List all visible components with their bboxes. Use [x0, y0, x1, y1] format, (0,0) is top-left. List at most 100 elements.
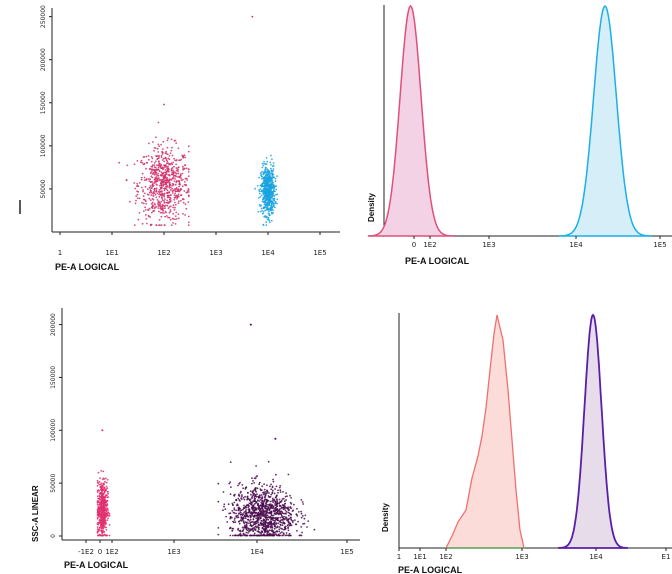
x-axis-title: PE-A LOGICAL: [64, 560, 129, 570]
data-point: [96, 479, 99, 482]
data-point: [263, 483, 265, 485]
data-point: [170, 167, 173, 170]
data-point: [252, 514, 254, 517]
data-point: [262, 504, 265, 507]
data-point: [240, 516, 243, 518]
data-point: [261, 507, 263, 510]
data-point: [145, 161, 148, 164]
data-point: [259, 516, 262, 519]
data-point: [170, 224, 173, 227]
data-point: [108, 512, 111, 515]
data-point: [183, 164, 186, 167]
data-point: [238, 522, 241, 525]
data-point: [223, 503, 226, 506]
data-point: [270, 493, 273, 496]
data-point: [169, 196, 172, 199]
data-point: [171, 146, 173, 149]
data-point: [297, 520, 299, 523]
data-point: [173, 208, 176, 211]
data-point: [261, 162, 264, 165]
data-point: [97, 471, 100, 474]
data-point: [177, 170, 179, 173]
data-point: [163, 176, 166, 179]
data-point: [149, 178, 152, 181]
data-point: [174, 206, 176, 209]
data-point: [168, 211, 171, 214]
data-point: [129, 200, 131, 203]
data-point: [281, 516, 284, 519]
data-point: [102, 534, 105, 537]
data-point: [177, 166, 180, 169]
data-point: [150, 160, 153, 163]
data-point: [103, 517, 105, 519]
data-point: [153, 192, 156, 195]
data-point: [290, 518, 292, 521]
data-point: [281, 534, 283, 537]
data-point: [184, 177, 187, 180]
data-point: [266, 171, 269, 173]
data-point: [269, 485, 271, 488]
data-point: [276, 499, 278, 501]
data-point: [98, 527, 101, 529]
data-point: [161, 208, 163, 210]
data-point: [157, 166, 160, 169]
data-point: [250, 493, 252, 496]
data-point: [171, 154, 174, 157]
data-point: [155, 196, 158, 199]
data-point: [263, 522, 265, 525]
data-point: [246, 497, 249, 499]
data-point: [162, 183, 165, 186]
data-point: [161, 178, 163, 181]
data-point: [254, 528, 257, 531]
data-point: [259, 172, 262, 174]
data-point: [268, 496, 271, 499]
data-point: [229, 461, 232, 463]
data-point: [233, 508, 236, 511]
data-point: [148, 142, 150, 145]
data-point: [148, 186, 151, 189]
data-point: [133, 182, 136, 184]
data-point: [171, 177, 174, 180]
data-point: [277, 519, 280, 522]
data-point: [267, 212, 270, 215]
data-point: [169, 186, 172, 189]
data-point: [153, 190, 156, 192]
data-point: [174, 204, 177, 206]
data-point: [155, 187, 158, 190]
data-point: [169, 194, 172, 197]
data-point: [159, 167, 162, 169]
data-point: [174, 171, 177, 174]
data-point: [275, 473, 277, 476]
data-point: [161, 190, 163, 193]
data-point: [263, 488, 266, 491]
data-point: [285, 499, 287, 501]
data-point: [263, 187, 265, 190]
data-point: [165, 157, 168, 160]
y-tick-label: 200000: [50, 313, 57, 336]
data-point: [243, 524, 246, 527]
data-point: [102, 511, 104, 514]
data-point: [158, 169, 161, 172]
data-point: [273, 187, 275, 190]
data-point: [166, 204, 169, 207]
data-point: [108, 524, 111, 526]
data-point: [142, 156, 145, 159]
data-point: [263, 171, 266, 174]
data-point: [284, 502, 287, 505]
data-point: [174, 192, 177, 195]
data-point: [242, 487, 245, 490]
data-point: [102, 514, 105, 516]
data-point: [257, 513, 260, 516]
data-point: [265, 180, 268, 183]
data-point: [161, 198, 164, 200]
data-point: [104, 506, 107, 509]
data-point: [236, 534, 239, 537]
data-point: [185, 207, 188, 210]
data-point: [273, 492, 276, 495]
data-point: [261, 510, 264, 512]
data-point: [182, 198, 184, 200]
data-point: [173, 188, 176, 191]
data-point: [274, 517, 277, 519]
data-point: [158, 145, 161, 148]
data-point: [285, 532, 288, 534]
